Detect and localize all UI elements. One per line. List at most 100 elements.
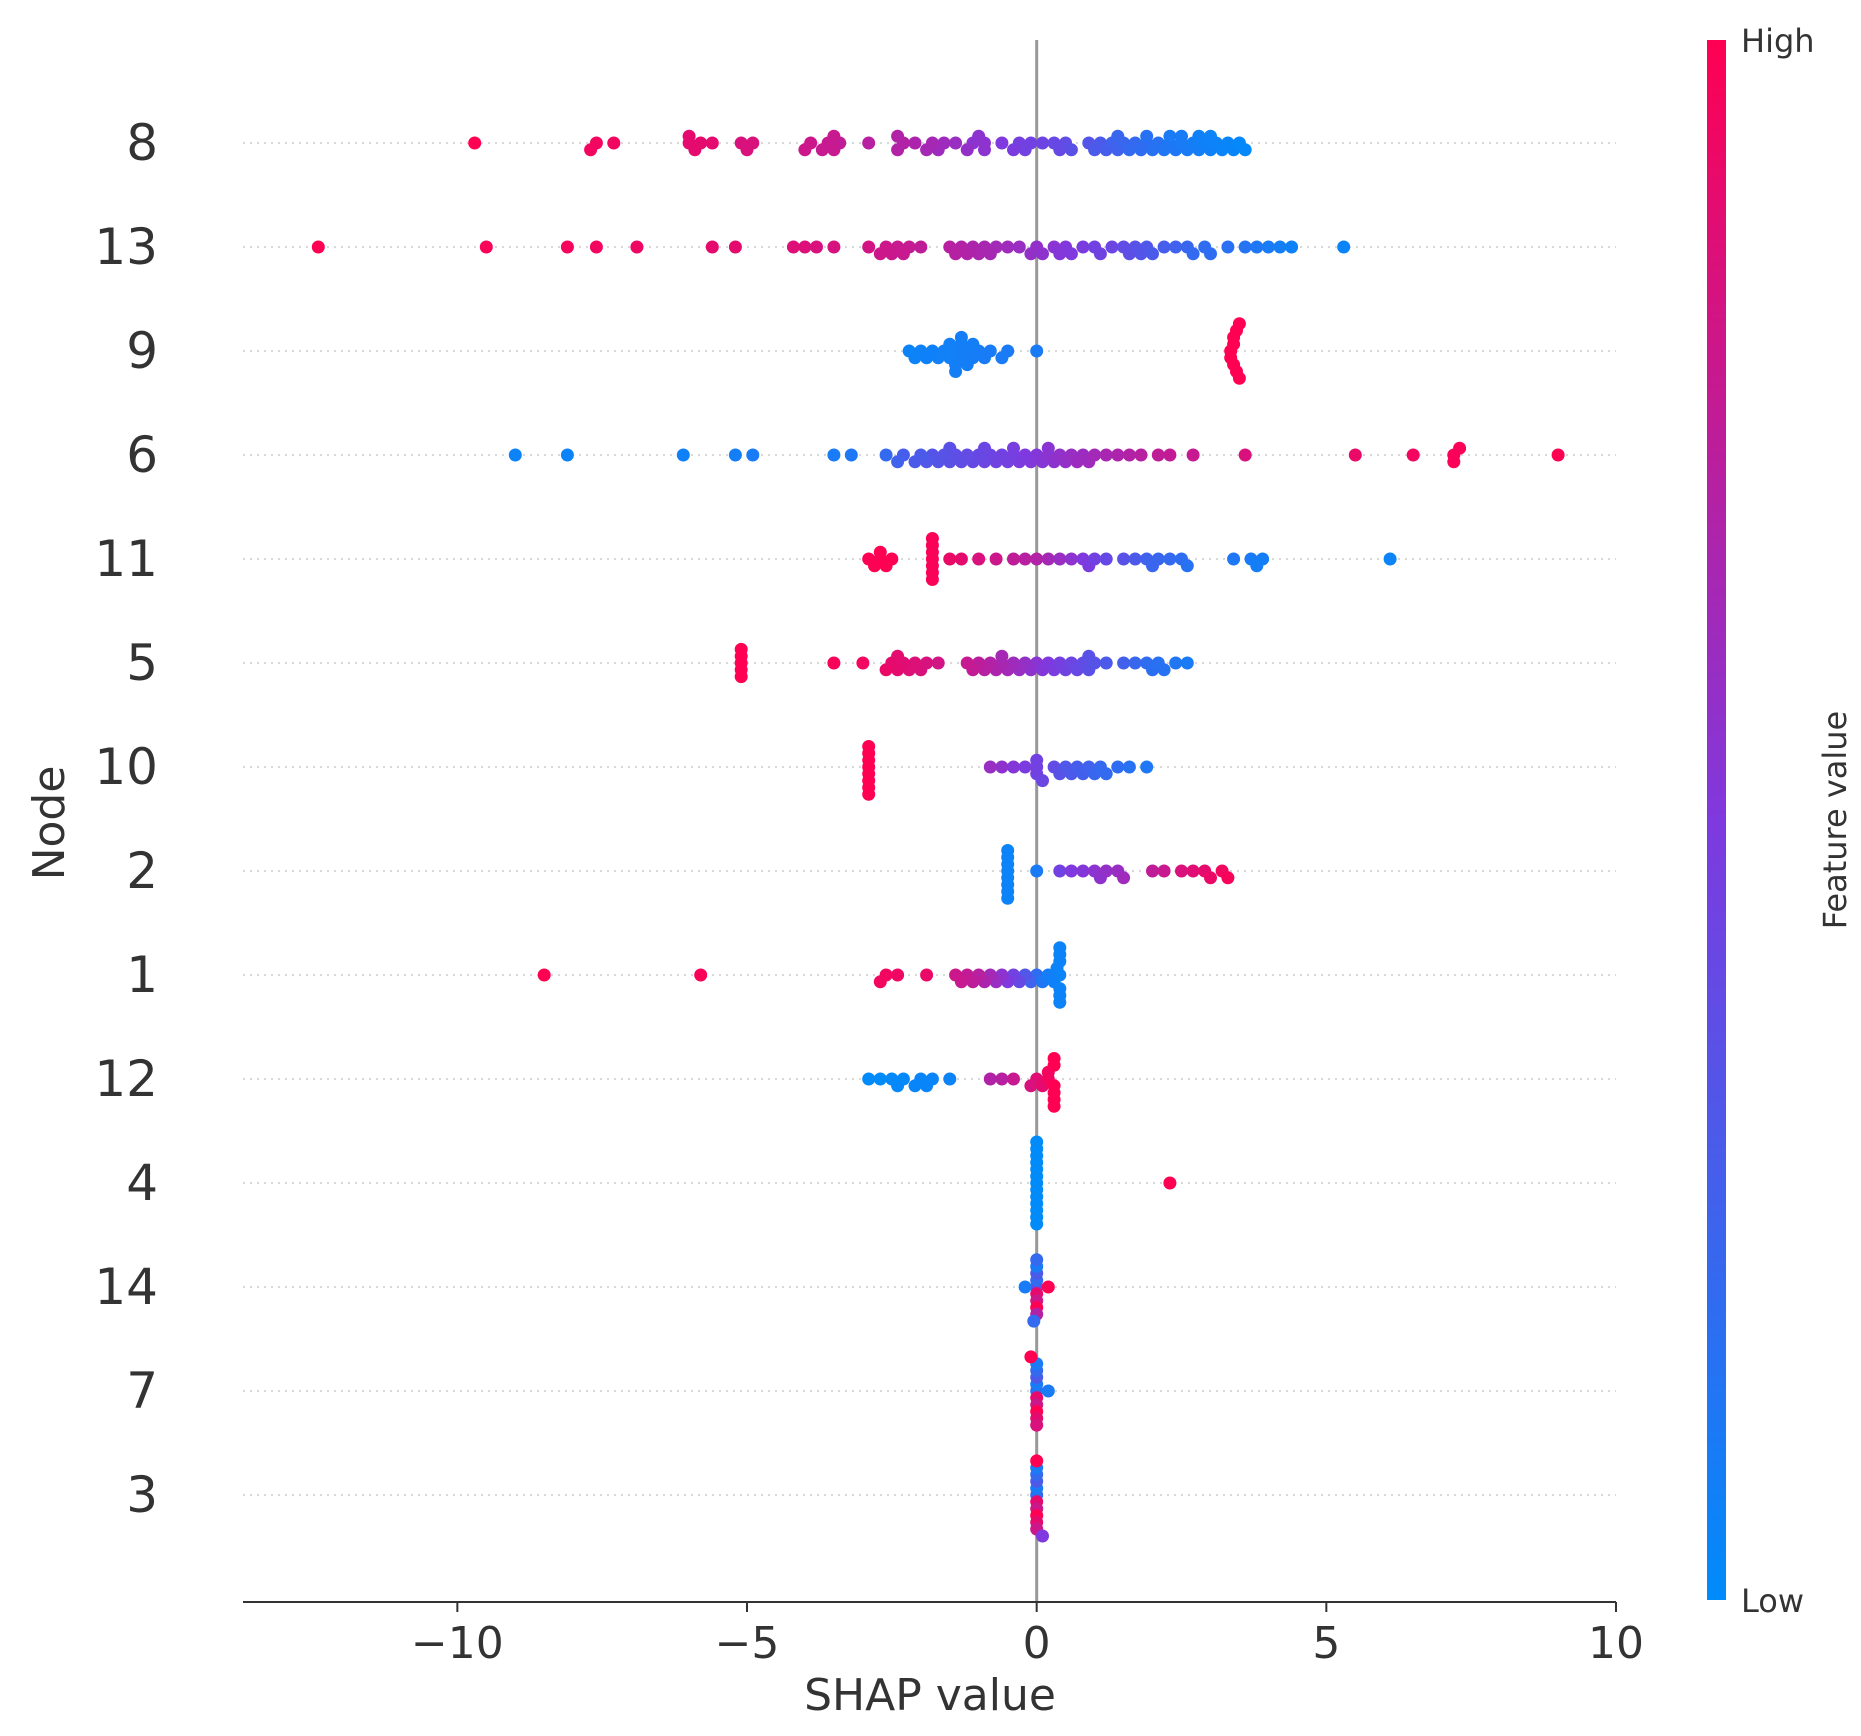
shap-point bbox=[1157, 240, 1171, 254]
shap-point bbox=[960, 143, 974, 157]
shap-point bbox=[960, 656, 974, 670]
shap-point bbox=[1088, 656, 1102, 670]
shap-point bbox=[1001, 240, 1015, 254]
shap-point bbox=[1053, 995, 1067, 1009]
x-tick-label: −5 bbox=[715, 1618, 780, 1669]
shap-point bbox=[891, 455, 905, 469]
shap-point bbox=[873, 1072, 887, 1086]
x-axis-title: SHAP value bbox=[804, 1670, 1056, 1721]
shap-point bbox=[856, 656, 870, 670]
points-node-9 bbox=[902, 317, 1246, 385]
feature-labels: 8 13 9 6 11 5 10 2 1 12 4 14 7 3 bbox=[94, 114, 158, 1524]
shap-point bbox=[1007, 552, 1020, 566]
shap-point bbox=[862, 787, 876, 801]
shap-point bbox=[1041, 1280, 1055, 1294]
shap-point bbox=[1186, 864, 1200, 878]
shap-point bbox=[1117, 656, 1131, 670]
shap-point bbox=[1012, 240, 1026, 254]
x-tick-label: 0 bbox=[1023, 1618, 1051, 1669]
shap-point bbox=[827, 448, 841, 462]
shap-point bbox=[1030, 1418, 1044, 1432]
shap-point bbox=[1238, 240, 1252, 254]
shap-point bbox=[995, 136, 1009, 150]
shap-point bbox=[1180, 559, 1194, 573]
shap-point bbox=[827, 240, 841, 254]
shap-point bbox=[1027, 1314, 1041, 1328]
shap-point bbox=[943, 240, 957, 254]
shap-point bbox=[1111, 760, 1125, 774]
feature-label-10: 10 bbox=[94, 738, 158, 796]
colorbar-title: Feature value bbox=[1816, 711, 1854, 930]
shap-point bbox=[734, 642, 748, 656]
shap-point bbox=[1030, 1454, 1044, 1468]
shap-point bbox=[995, 351, 1009, 365]
shap-point bbox=[1018, 552, 1032, 566]
shap-point bbox=[694, 968, 708, 982]
shap-point bbox=[983, 760, 997, 774]
shap-point bbox=[1204, 247, 1217, 261]
shap-point bbox=[1169, 240, 1183, 254]
shap-point bbox=[1447, 455, 1461, 469]
shap-point bbox=[862, 740, 876, 753]
shap-point bbox=[925, 532, 939, 545]
points-node-13 bbox=[311, 240, 1351, 261]
shap-point bbox=[1030, 344, 1044, 358]
feature-label-14: 14 bbox=[94, 1258, 158, 1316]
shap-point bbox=[1232, 317, 1246, 331]
x-tick-label: 10 bbox=[1588, 1618, 1644, 1669]
shap-point bbox=[972, 552, 986, 566]
shap-point bbox=[908, 1079, 922, 1093]
shap-point bbox=[925, 573, 939, 586]
feature-label-1: 1 bbox=[126, 946, 158, 1004]
shap-point bbox=[1128, 656, 1142, 670]
shap-point bbox=[1088, 448, 1102, 462]
points-node-14 bbox=[1018, 1253, 1055, 1328]
shap-point bbox=[1157, 663, 1171, 677]
x-tick-label: 5 bbox=[1312, 1618, 1340, 1669]
shap-point bbox=[1007, 760, 1020, 774]
shap-point bbox=[1099, 448, 1113, 462]
shap-point bbox=[954, 552, 968, 566]
shap-point bbox=[815, 143, 829, 157]
shap-point bbox=[589, 240, 603, 254]
shap-point bbox=[1117, 871, 1131, 885]
shap-point bbox=[1030, 1135, 1044, 1149]
shap-point bbox=[728, 448, 742, 462]
shap-point bbox=[1146, 247, 1159, 261]
points-node-8 bbox=[468, 129, 1252, 157]
shap-point bbox=[607, 136, 621, 150]
shap-point bbox=[862, 1072, 876, 1086]
points-node-11 bbox=[862, 532, 1397, 586]
shap-point bbox=[1099, 767, 1113, 781]
shap-point bbox=[746, 448, 760, 462]
shap-point bbox=[1163, 448, 1177, 462]
feature-label-8: 8 bbox=[126, 114, 158, 172]
shap-point bbox=[914, 240, 928, 254]
shap-point bbox=[1036, 136, 1049, 150]
shap-point bbox=[1001, 891, 1015, 905]
shap-point bbox=[560, 448, 574, 462]
shap-point bbox=[1111, 448, 1125, 462]
shap-point bbox=[1453, 441, 1467, 455]
shap-point bbox=[827, 656, 841, 670]
shap-point bbox=[1146, 864, 1159, 878]
shap-point bbox=[1128, 552, 1142, 566]
shap-point bbox=[1036, 774, 1049, 788]
shap-point bbox=[995, 760, 1009, 774]
shap-point bbox=[1238, 448, 1252, 462]
colorbar-low-label: Low bbox=[1741, 1582, 1804, 1620]
points-node-10 bbox=[862, 740, 1154, 801]
shap-point bbox=[1007, 1072, 1020, 1086]
shap-point bbox=[1169, 656, 1183, 670]
shap-point bbox=[1007, 441, 1020, 455]
shap-point bbox=[1030, 753, 1044, 767]
shap-point bbox=[676, 448, 690, 462]
shap-point bbox=[920, 143, 934, 157]
shap-point bbox=[1157, 864, 1171, 878]
shap-point bbox=[1093, 247, 1107, 261]
points-node-2 bbox=[1001, 844, 1235, 905]
shap-point bbox=[1076, 240, 1090, 254]
shap-point bbox=[1250, 240, 1264, 254]
